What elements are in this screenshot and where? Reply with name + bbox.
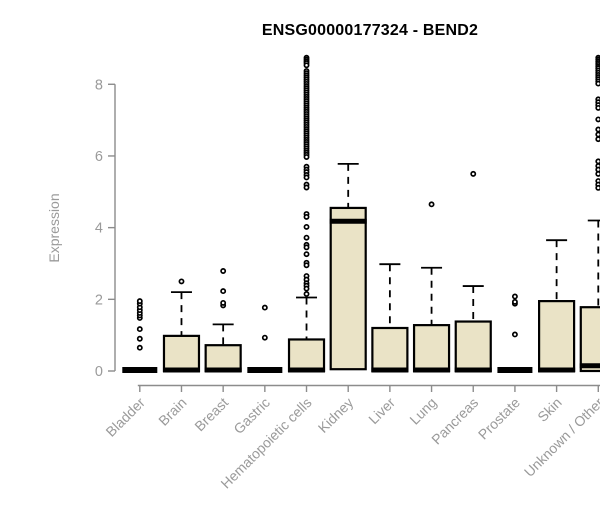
outlier-point: [178, 278, 185, 285]
outlier-point: [220, 299, 227, 306]
outlier-point: [136, 344, 143, 351]
outlier-point: [595, 116, 600, 123]
y-tick-label: 4: [95, 221, 103, 237]
x-tick-label-skin: Skin: [534, 394, 565, 425]
box-group-gastric: [247, 304, 283, 373]
outlier-point: [261, 334, 268, 341]
box-group-bladder: [122, 298, 158, 373]
iqr-box: [371, 326, 409, 373]
outlier-point: [303, 262, 310, 269]
outlier-point: [470, 170, 477, 177]
iqr-box: [162, 334, 201, 373]
y-tick-label: 2: [95, 292, 103, 308]
outlier-point: [303, 290, 310, 297]
box-group-skin: [538, 239, 576, 373]
outlier-point: [136, 335, 143, 342]
box-group-kidney: [329, 162, 367, 371]
flat-box: [122, 367, 158, 373]
outlier-point: [136, 298, 143, 305]
x-tick-label-bladder: Bladder: [102, 394, 148, 440]
outlier-point: [595, 158, 600, 165]
x-tick-label-brain: Brain: [155, 394, 189, 428]
outlier-point: [303, 251, 310, 258]
outlier-point: [595, 136, 600, 143]
outlier-point: [595, 126, 600, 133]
box-group-prostate: [497, 293, 533, 373]
x-tick-label-kidney: Kidney: [315, 394, 357, 436]
iqr-box: [579, 306, 600, 373]
x-tick-label-prostate: Prostate: [475, 394, 523, 442]
outlier-point: [220, 288, 227, 295]
y-tick-label: 8: [95, 77, 103, 93]
box-group-unknown-other: [579, 54, 600, 373]
outlier-point: [303, 184, 310, 191]
outlier-point: [303, 174, 310, 181]
flat-box: [247, 367, 283, 373]
box-group-lung: [412, 201, 451, 373]
outlier-point: [303, 213, 310, 220]
outlier-point: [220, 268, 227, 274]
outlier-point: [595, 184, 600, 191]
y-axis: 0 2 4 6 8: [95, 77, 116, 380]
outlier-point: [511, 331, 518, 338]
x-tick-label-lung: Lung: [406, 394, 439, 427]
flat-box: [497, 367, 533, 373]
y-tick-label: 0: [95, 364, 103, 380]
outlier-point: [595, 131, 600, 138]
iqr-box: [287, 338, 326, 373]
outlier-point: [511, 298, 518, 305]
x-tick-label-breast: Breast: [191, 394, 231, 434]
iqr-box: [538, 300, 576, 373]
boxplot-canvas: 0 2 4 6 8 Bladder Brain Breast GastricHematopoie…: [95, 54, 600, 491]
outlier-point: [428, 201, 435, 208]
outlier-point: [303, 154, 310, 160]
chart-title: ENSG00000177324 - BEND2: [261, 22, 479, 39]
outlier-point: [303, 234, 310, 241]
outlier-point: [303, 62, 310, 69]
box-group-breast: [204, 268, 242, 373]
x-tick-label-liver: Liver: [365, 394, 398, 427]
outlier-point: [136, 326, 143, 333]
iqr-box: [454, 320, 492, 373]
outlier-point: [261, 304, 268, 311]
outlier-point: [303, 244, 310, 251]
outlier-point: [595, 80, 600, 87]
iqr-box: [412, 324, 451, 373]
iqr-box: [329, 206, 367, 371]
outlier-point: [303, 285, 310, 292]
box-group-brain: [162, 278, 201, 373]
iqr-box: [204, 344, 242, 373]
outlier-point: [595, 170, 600, 177]
box-group-hematopoietic-cells: [287, 54, 326, 373]
outlier-point: [511, 293, 518, 300]
box-group-liver: [371, 263, 409, 373]
outlier-point: [595, 104, 600, 111]
box-group-pancreas: [454, 170, 492, 373]
outlier-point: [303, 223, 310, 230]
y-tick-label: 6: [95, 149, 103, 165]
